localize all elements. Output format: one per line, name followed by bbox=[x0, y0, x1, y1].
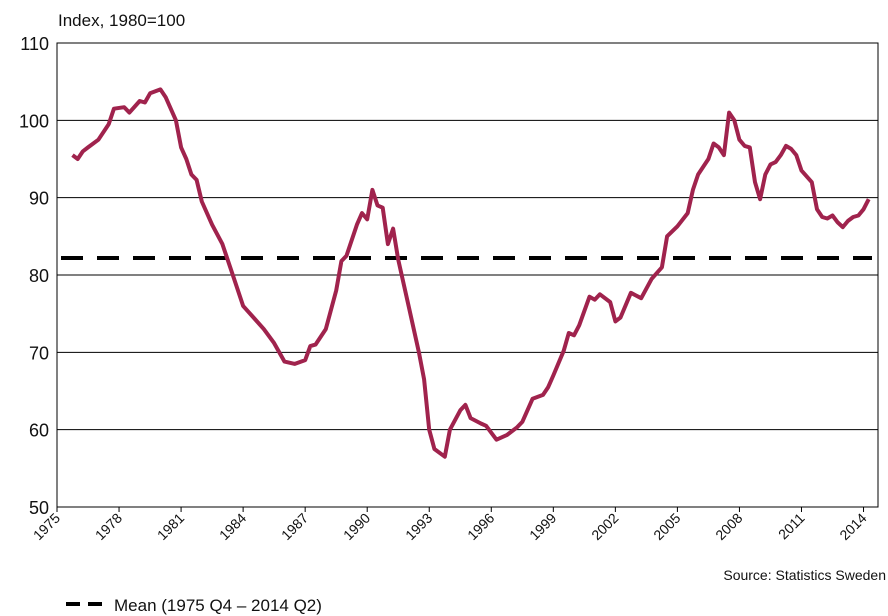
chart-title: Index, 1980=100 bbox=[58, 11, 185, 30]
x-tick-label: 2014 bbox=[836, 510, 869, 543]
x-tick-label: 1981 bbox=[154, 510, 187, 543]
plot-border bbox=[56, 42, 879, 508]
x-tick-label: 2005 bbox=[650, 510, 683, 543]
x-tick-label: 2011 bbox=[775, 510, 808, 543]
x-tick-label: 2002 bbox=[588, 510, 621, 543]
y-tick-label: 70 bbox=[29, 343, 49, 363]
y-tick-label: 110 bbox=[20, 34, 49, 54]
x-tick-label: 1987 bbox=[278, 510, 311, 543]
y-tick-label: 80 bbox=[29, 266, 49, 286]
y-tick-label: 50 bbox=[29, 498, 49, 518]
x-tick-label: 1978 bbox=[92, 510, 125, 543]
x-tick-label: 1996 bbox=[464, 510, 497, 543]
y-tick-label: 90 bbox=[29, 189, 49, 209]
x-tick-label: 1993 bbox=[402, 510, 435, 543]
source: Source: Statistics Sweden bbox=[723, 567, 886, 583]
legend-label: Mean (1975 Q4 – 2014 Q2) bbox=[114, 596, 322, 615]
x-tick-label: 1984 bbox=[216, 510, 249, 543]
data-line bbox=[71, 87, 871, 459]
x-tick-label: 1999 bbox=[526, 510, 559, 543]
y-tick-label: 100 bbox=[19, 111, 49, 131]
x-tick-label: 1990 bbox=[340, 510, 373, 543]
y-tick-label: 60 bbox=[29, 421, 49, 441]
x-tick-label: 2008 bbox=[712, 510, 745, 543]
